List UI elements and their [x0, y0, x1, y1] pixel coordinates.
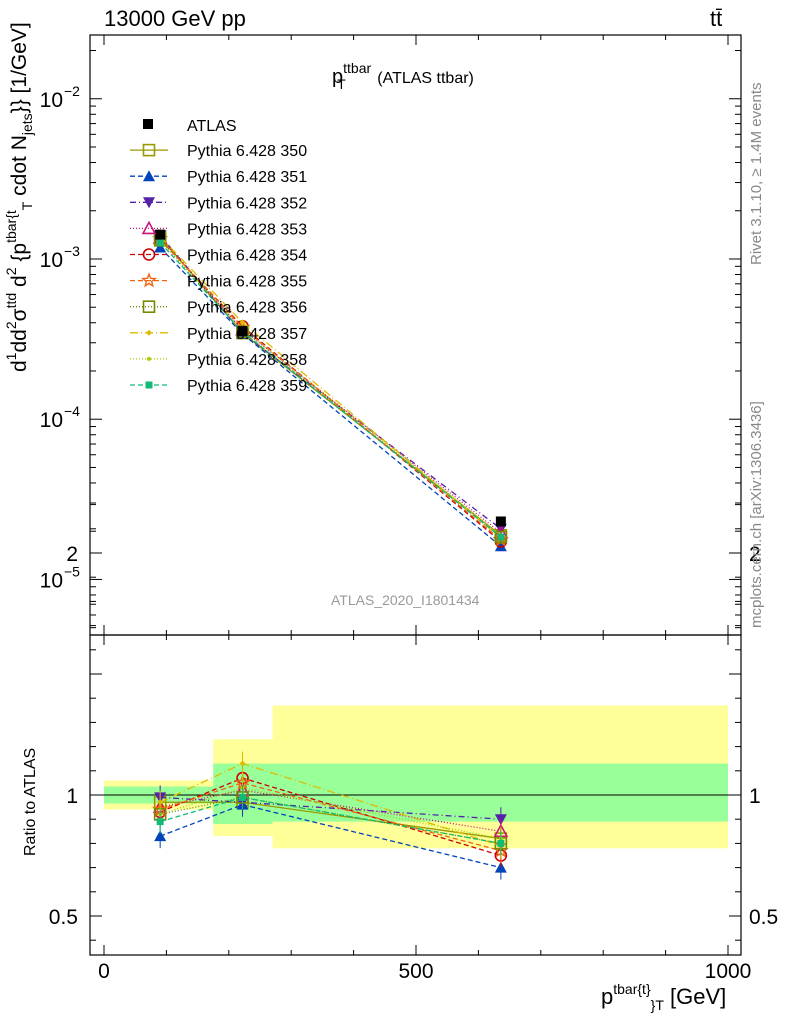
series-point-ratio-1-0 — [154, 830, 167, 842]
header-process-label: tt̄ — [710, 6, 723, 31]
legend-label-1: Pythia 6.428 351 — [187, 169, 307, 186]
legend-label-8: Pythia 6.428 358 — [187, 352, 307, 369]
series-point-ratio-9-0 — [156, 818, 164, 826]
legend-marker-3 — [141, 220, 157, 235]
y-tick-exp--3: −3 — [64, 243, 80, 259]
legend-marker-0 — [142, 143, 156, 157]
ratio-tick-label-left-0.5: 0.5 — [49, 906, 78, 929]
ratio-y-axis-label: Ratio to ATLAS — [22, 747, 39, 856]
legend-marker-atlas — [143, 119, 153, 129]
y-tick-exp--5: −5 — [64, 563, 80, 579]
x-axis-label: ptbar{t}}T [GeV] — [601, 981, 727, 1013]
legend-label-6: Pythia 6.428 356 — [187, 300, 307, 317]
mcplots-label: mcplots.cern.ch [arXiv:1306.3436] — [748, 401, 765, 628]
x-tick-label-0: 0 — [98, 960, 110, 983]
legend-label-4: Pythia 6.428 354 — [187, 248, 307, 265]
analysis-watermark: ATLAS_2020_I1801434 — [331, 592, 480, 608]
title-sub: T — [337, 76, 346, 92]
y-tick-label--2: 10 — [40, 89, 63, 112]
data-point-1 — [237, 326, 248, 337]
title-main: p — [332, 66, 344, 88]
series-point-ratio-9-1 — [239, 793, 247, 801]
series-point-main-1-0 — [154, 241, 167, 253]
x-tick-label-500: 500 — [398, 960, 433, 983]
legend-label-7: Pythia 6.428 357 — [187, 326, 307, 343]
legend-label-atlas: ATLAS — [187, 118, 237, 135]
plot-title: pttbarT (ATLAS ttbar) — [332, 60, 474, 92]
header-collision-label: 13000 GeV pp — [104, 6, 246, 31]
ratio-band-inner-2 — [272, 763, 728, 822]
y-tick-label--5: 10 — [40, 569, 63, 592]
legend-label-2: Pythia 6.428 352 — [187, 195, 307, 212]
data-point-2 — [495, 516, 506, 527]
y-tick-label--4: 10 — [40, 409, 63, 432]
legend-marker-4 — [142, 248, 156, 261]
data-point-0 — [155, 229, 166, 240]
y-axis-label: d1dd2σttd d2 {ptbar{tT cdot Njets}} [1/G… — [3, 22, 35, 372]
y-tick-exp--2: −2 — [64, 83, 80, 99]
x-tick-label-1000: 1000 — [705, 960, 752, 983]
series-point-main-9-0 — [156, 239, 164, 247]
legend-marker-9 — [145, 381, 153, 389]
legend-label-3: Pythia 6.428 353 — [187, 221, 307, 238]
legend-marker-7 — [146, 329, 152, 336]
y-tick-label--3: 10 — [40, 249, 63, 272]
rivet-version-label: Rivet 3.1.10, ≥ 1.4M events — [748, 82, 765, 266]
legend-marker-6 — [142, 300, 156, 314]
ratio-tick-label-left-1: 1 — [66, 785, 78, 808]
series-line-main-1 — [159, 247, 502, 547]
legend-marker-5 — [140, 272, 158, 288]
series-point-ratio-7-0 — [157, 799, 164, 806]
series-point-main-2-2 — [494, 523, 507, 535]
legend-marker-8 — [147, 356, 151, 361]
series-line-ratio-9 — [159, 796, 501, 845]
series-point-main-6-2 — [494, 530, 508, 544]
ratio-tick-label-right-1: 1 — [749, 785, 761, 808]
ratio-tick-label-right-2: 2 — [749, 543, 761, 566]
legend-marker-1 — [143, 170, 155, 182]
title-suffix: (ATLAS ttbar) — [377, 70, 474, 87]
y-tick-exp--4: −4 — [64, 403, 80, 419]
legend-label-9: Pythia 6.428 359 — [187, 378, 307, 395]
legend-label-5: Pythia 6.428 355 — [187, 274, 307, 291]
series-point-ratio-9-2 — [497, 839, 505, 847]
series-point-ratio-7-1 — [239, 760, 246, 767]
ratio-tick-label-left-2: 2 — [66, 543, 78, 566]
series-point-main-7-1 — [239, 319, 246, 326]
ratio-tick-label-right-0.5: 0.5 — [749, 906, 778, 929]
legend-marker-2 — [143, 197, 155, 209]
series-point-main-1-2 — [494, 540, 507, 552]
legend-label-0: Pythia 6.428 350 — [187, 143, 307, 160]
title-sup: ttbar — [343, 60, 372, 76]
series-line-main-2 — [159, 234, 502, 530]
series-point-main-9-2 — [497, 533, 505, 541]
